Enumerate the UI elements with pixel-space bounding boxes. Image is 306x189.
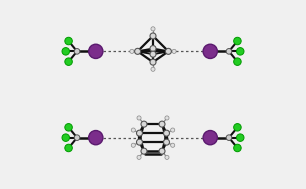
Circle shape bbox=[135, 48, 141, 54]
Circle shape bbox=[141, 121, 147, 127]
Circle shape bbox=[137, 155, 141, 159]
Circle shape bbox=[136, 130, 143, 136]
Circle shape bbox=[159, 121, 165, 127]
Circle shape bbox=[141, 148, 147, 154]
Circle shape bbox=[237, 134, 244, 141]
Circle shape bbox=[171, 128, 175, 132]
Circle shape bbox=[136, 139, 143, 145]
Circle shape bbox=[74, 135, 80, 140]
Circle shape bbox=[65, 37, 72, 45]
Circle shape bbox=[172, 49, 176, 53]
Circle shape bbox=[62, 48, 69, 55]
Circle shape bbox=[203, 131, 217, 145]
Circle shape bbox=[226, 49, 232, 54]
Circle shape bbox=[151, 27, 155, 31]
Circle shape bbox=[159, 148, 165, 154]
Circle shape bbox=[65, 144, 72, 152]
Circle shape bbox=[137, 116, 141, 120]
Circle shape bbox=[165, 155, 169, 159]
Circle shape bbox=[150, 51, 156, 57]
Circle shape bbox=[131, 143, 135, 147]
Circle shape bbox=[89, 131, 103, 145]
Circle shape bbox=[163, 139, 170, 145]
Circle shape bbox=[74, 49, 80, 54]
Circle shape bbox=[62, 134, 69, 141]
Circle shape bbox=[234, 58, 241, 65]
Circle shape bbox=[150, 59, 156, 65]
Circle shape bbox=[130, 49, 134, 53]
Circle shape bbox=[131, 128, 135, 132]
Circle shape bbox=[65, 58, 72, 65]
Circle shape bbox=[163, 130, 170, 136]
Circle shape bbox=[150, 46, 156, 52]
Circle shape bbox=[234, 144, 241, 152]
Circle shape bbox=[237, 48, 244, 55]
Circle shape bbox=[234, 124, 241, 131]
Circle shape bbox=[89, 44, 103, 58]
Circle shape bbox=[203, 44, 217, 58]
Circle shape bbox=[151, 67, 155, 71]
Circle shape bbox=[150, 33, 156, 39]
Circle shape bbox=[65, 124, 72, 131]
Circle shape bbox=[226, 135, 232, 140]
Circle shape bbox=[171, 143, 175, 147]
Circle shape bbox=[165, 48, 171, 54]
Circle shape bbox=[234, 37, 241, 45]
Circle shape bbox=[165, 116, 169, 120]
